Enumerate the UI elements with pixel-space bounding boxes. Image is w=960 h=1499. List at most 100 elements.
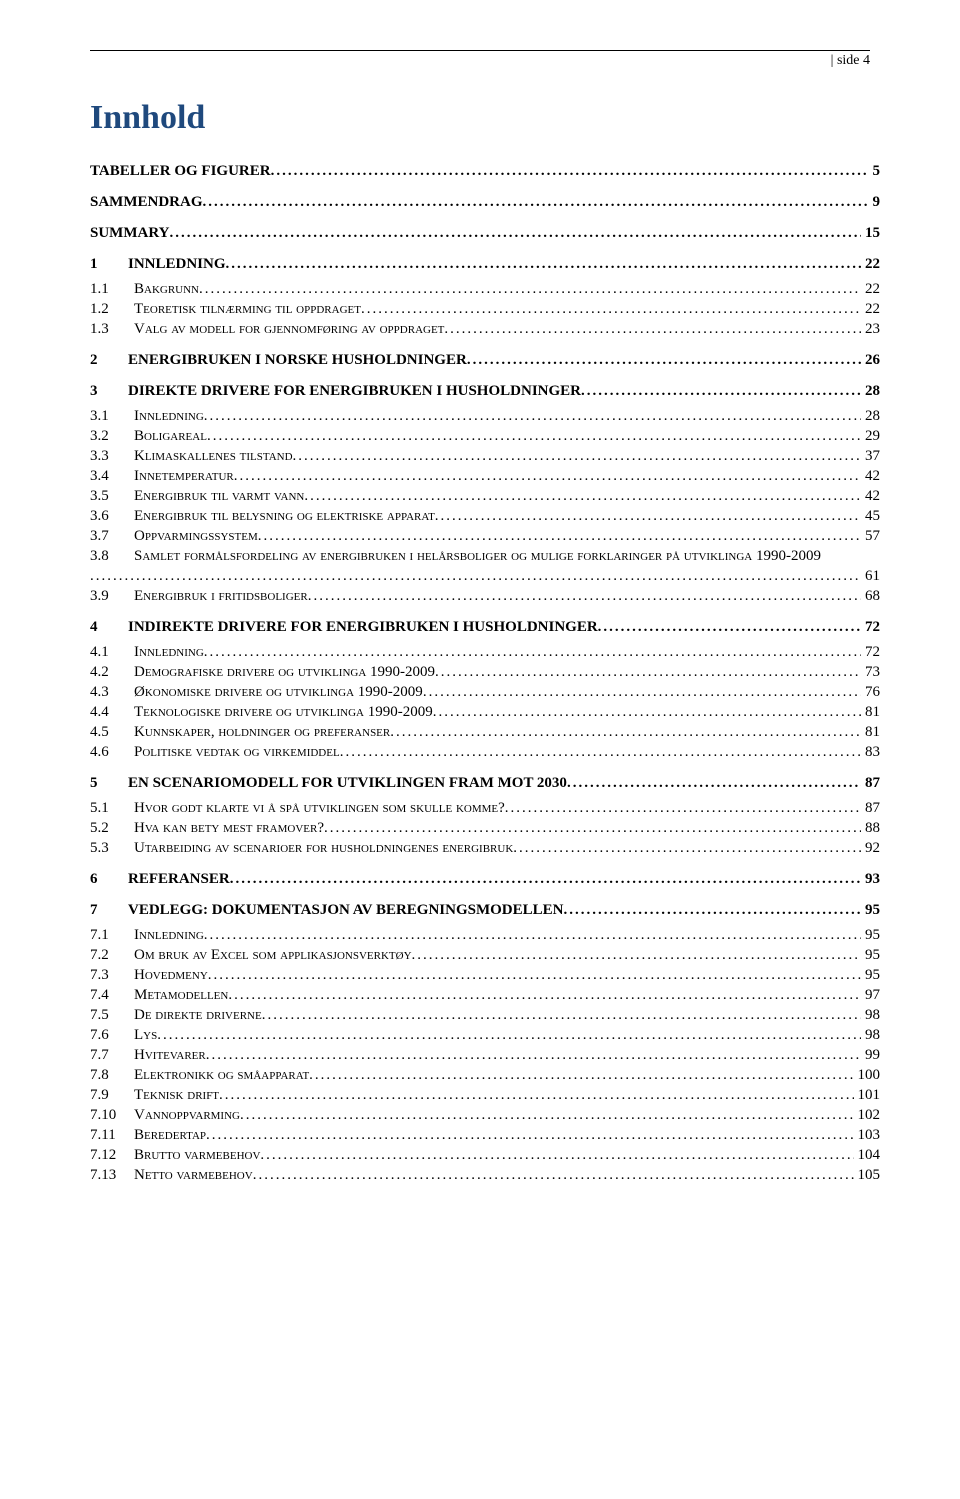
toc-entry-page: 9	[869, 194, 881, 211]
toc-entry-number: 5.2	[90, 820, 134, 837]
toc-entry-text: INNLEDNING	[128, 256, 226, 272]
toc-entry: 3.6Energibruk til belysning og elektrisk…	[90, 508, 880, 525]
toc-entry: 4.2Demografiske drivere og utviklinga 19…	[90, 664, 880, 681]
toc-entry-label: 4.3Økonomiske drivere og utviklinga 1990…	[90, 684, 423, 701]
toc-entry: 7.5De direkte driverne98	[90, 1007, 880, 1024]
toc-entry: 7.11Beredertap103	[90, 1127, 880, 1144]
toc-entry-label: SUMMARY	[90, 225, 169, 242]
toc-entry-text: Innledning	[134, 927, 204, 943]
toc-leader-dots	[309, 1067, 853, 1084]
toc-entry-label: 6REFERANSER	[90, 871, 230, 888]
toc-entry-page: 97	[861, 987, 880, 1004]
toc-leader-dots	[207, 428, 861, 445]
toc-entry-number: 7.3	[90, 967, 134, 984]
toc-entry-page: 93	[861, 871, 880, 888]
toc-leader-dots	[208, 967, 861, 984]
toc-leader-dots	[361, 301, 861, 318]
toc-entry-number: 3	[90, 383, 128, 400]
toc-entry: 7.4Metamodellen97	[90, 987, 880, 1004]
toc-entry-number: 3.2	[90, 428, 134, 445]
toc-leader-dots	[204, 927, 861, 944]
toc-leader-dots	[203, 194, 869, 211]
toc-entry: 1.3Valg av modell for gjennomføring av o…	[90, 321, 880, 338]
toc-entry-text: Elektronikk og småapparat	[134, 1067, 309, 1083]
toc-entry-text: SAMMENDRAG	[90, 194, 203, 210]
toc-leader-dots	[423, 684, 861, 701]
toc-entry-page: 28	[861, 408, 880, 425]
toc-entry-label: 4INDIREKTE DRIVERE FOR ENERGIBRUKEN I HU…	[90, 619, 598, 636]
toc-entry: 3.1Innledning28	[90, 408, 880, 425]
toc-entry-page: 105	[854, 1167, 881, 1184]
toc-entry: 3.5Energibruk til varmt vann42	[90, 488, 880, 505]
toc-leader-dots	[226, 256, 861, 273]
toc-entry-label: 4.6Politiske vedtak og virkemiddel	[90, 744, 340, 761]
toc-leader-dots	[253, 1167, 854, 1184]
toc-entry: 3.4Innetemperatur42	[90, 468, 880, 485]
toc-entry-text: Hovedmeny	[134, 967, 208, 983]
toc-entry-text: Utarbeiding av scenarioer for husholdnin…	[134, 840, 513, 856]
toc-entry: 7VEDLEGG: DOKUMENTASJON AV BEREGNINGSMOD…	[90, 902, 880, 919]
toc-entry-text: Bakgrunn	[134, 281, 199, 297]
toc-entry-page: 22	[861, 281, 880, 298]
table-of-contents: TABELLER OG FIGURER5SAMMENDRAG9SUMMARY15…	[90, 163, 880, 1184]
toc-entry-number: 3.1	[90, 408, 134, 425]
toc-entry-number: 4.1	[90, 644, 134, 661]
toc-leader-dots	[412, 947, 861, 964]
toc-entry: 6REFERANSER 93	[90, 871, 880, 888]
toc-leader-dots	[258, 528, 861, 545]
toc-entry-page: 22	[861, 301, 880, 318]
toc-entry-page: 95	[861, 927, 880, 944]
toc-leader-dots	[206, 1047, 861, 1064]
toc-entry-page: 104	[854, 1147, 881, 1164]
toc-entry-text: Samlet formålsfordeling av energibruken …	[134, 548, 821, 564]
toc-entry: 5EN SCENARIOMODELL FOR UTVIKLINGEN FRAM …	[90, 775, 880, 792]
toc-entry-page: 72	[861, 644, 880, 661]
toc-entry-number: 7.12	[90, 1147, 134, 1164]
toc-entry: 3DIREKTE DRIVERE FOR ENERGIBRUKEN I HUSH…	[90, 383, 880, 400]
toc-entry-text: Om bruk av Excel som applikasjonsverktøy	[134, 947, 412, 963]
toc-leader-dots	[199, 281, 861, 298]
toc-entry-label: 3.2Boligareal	[90, 428, 207, 445]
toc-entry-label: 1.2Teoretisk tilnærming til oppdraget	[90, 301, 361, 318]
toc-entry: 61	[90, 568, 880, 585]
toc-entry-label: 7.1Innledning	[90, 927, 204, 944]
toc-entry-page: 37	[861, 448, 880, 465]
toc-entry-text: Kunnskaper, holdninger og preferanser	[134, 724, 390, 740]
toc-entry-page: 72	[861, 619, 880, 636]
toc-entry-page: 95	[861, 902, 880, 919]
toc-entry-text: Innetemperatur	[134, 468, 234, 484]
toc-entry-page: 29	[861, 428, 880, 445]
toc-entry-text: Boligareal	[134, 428, 207, 444]
toc-entry-text: Demografiske drivere og utviklinga 1990-…	[134, 664, 435, 680]
toc-entry-page: 5	[869, 163, 881, 180]
toc-entry-text: Teknologiske drivere og utviklinga 1990-…	[134, 704, 433, 720]
toc-entry-page: 88	[861, 820, 880, 837]
toc-entry-label: 1.1Bakgrunn	[90, 281, 199, 298]
toc-entry-text: REFERANSER	[128, 871, 230, 887]
toc-entry: 1.1Bakgrunn 22	[90, 281, 880, 298]
toc-entry-label: 4.5Kunnskaper, holdninger og preferanser	[90, 724, 390, 741]
toc-entry-page: 99	[861, 1047, 880, 1064]
toc-entry-number: 3.6	[90, 508, 134, 525]
toc-leader-dots	[228, 987, 861, 1004]
toc-entry-label: 7.12Brutto varmebehov	[90, 1147, 260, 1164]
toc-entry-number: 5.1	[90, 800, 134, 817]
toc-entry-label: 3.3Klimaskallenes tilstand	[90, 448, 293, 465]
toc-leader-dots	[219, 1087, 853, 1104]
toc-entry-number: 4.5	[90, 724, 134, 741]
toc-entry-label: 7.6Lys	[90, 1027, 157, 1044]
toc-entry-label: 3.9Energibruk i fritidsboliger	[90, 588, 308, 605]
toc-leader-dots	[308, 588, 861, 605]
toc-entry: 4.5Kunnskaper, holdninger og preferanser…	[90, 724, 880, 741]
toc-entry: 3.7Oppvarmingssystem57	[90, 528, 880, 545]
toc-entry-number: 4.6	[90, 744, 134, 761]
toc-entry-page: 15	[861, 225, 880, 242]
toc-entry-label: 7.10Vannoppvarming	[90, 1107, 240, 1124]
toc-entry-number: 1.3	[90, 321, 134, 338]
toc-entry-number: 7.6	[90, 1027, 134, 1044]
toc-entry-label: 5.3Utarbeiding av scenarioer for hushold…	[90, 840, 513, 857]
toc-entry-page: 102	[854, 1107, 881, 1124]
toc-entry-label: 7.11Beredertap	[90, 1127, 206, 1144]
header-rule	[90, 50, 870, 51]
toc-entry-number: 4.2	[90, 664, 134, 681]
